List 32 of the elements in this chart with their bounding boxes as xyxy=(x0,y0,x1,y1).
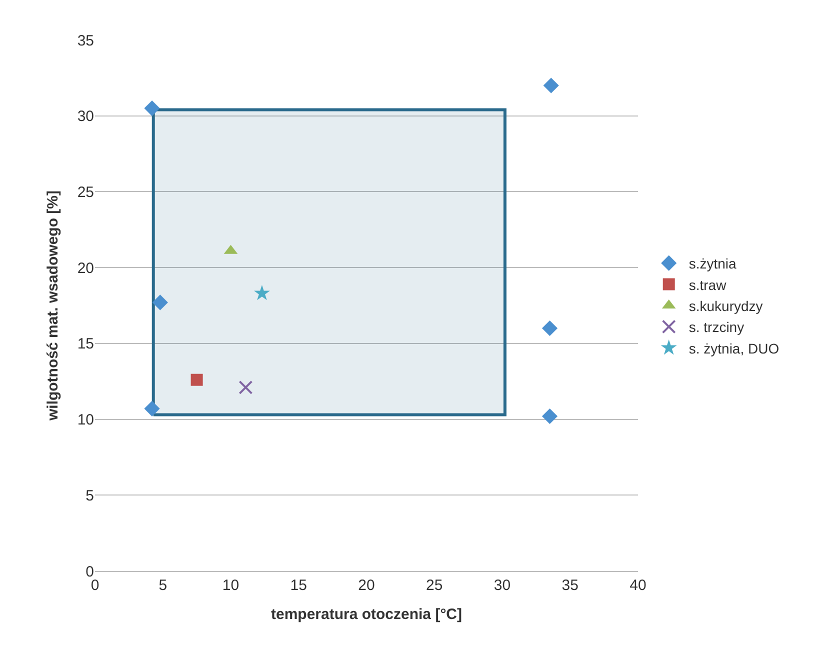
legend-label: s.traw xyxy=(688,276,728,293)
x-tick-label: 5 xyxy=(158,577,168,594)
x-tick-label: 35 xyxy=(562,577,578,594)
point xyxy=(190,374,203,386)
legend-label: s. trzciny xyxy=(688,319,744,336)
point xyxy=(238,380,253,394)
y-axis-title: wilgotność mat. wsadowego [%] xyxy=(44,190,62,422)
y-tick-label: 0 xyxy=(86,563,94,580)
x-tick-label: 15 xyxy=(290,577,307,594)
x-tick-label: 25 xyxy=(426,577,443,594)
x-axis-title: temperatura otoczenia [°C] xyxy=(270,606,462,623)
legend-label: s.kukurydzy xyxy=(688,298,763,314)
y-tick-label: 5 xyxy=(86,487,94,504)
point xyxy=(144,100,160,116)
point xyxy=(254,284,270,300)
point xyxy=(542,408,558,424)
point xyxy=(152,294,168,310)
point xyxy=(543,78,559,94)
y-tick-label: 20 xyxy=(77,260,94,277)
y-tick-label: 25 xyxy=(77,184,94,201)
x-tick-label: 40 xyxy=(630,577,646,594)
x-tick-label: 20 xyxy=(358,577,375,594)
legend-label: s. żytnia, DUO xyxy=(688,340,780,356)
legend-label: s.żytnia xyxy=(688,256,737,272)
x-tick-label: 30 xyxy=(494,577,511,594)
point xyxy=(542,320,558,336)
y-tick-label: 30 xyxy=(77,108,94,126)
x-tick-label: 10 xyxy=(222,577,240,594)
y-tick-label: 15 xyxy=(77,336,94,353)
y-tick-label: 10 xyxy=(77,412,94,429)
y-tick-label: 35 xyxy=(77,32,94,50)
point xyxy=(144,400,160,416)
